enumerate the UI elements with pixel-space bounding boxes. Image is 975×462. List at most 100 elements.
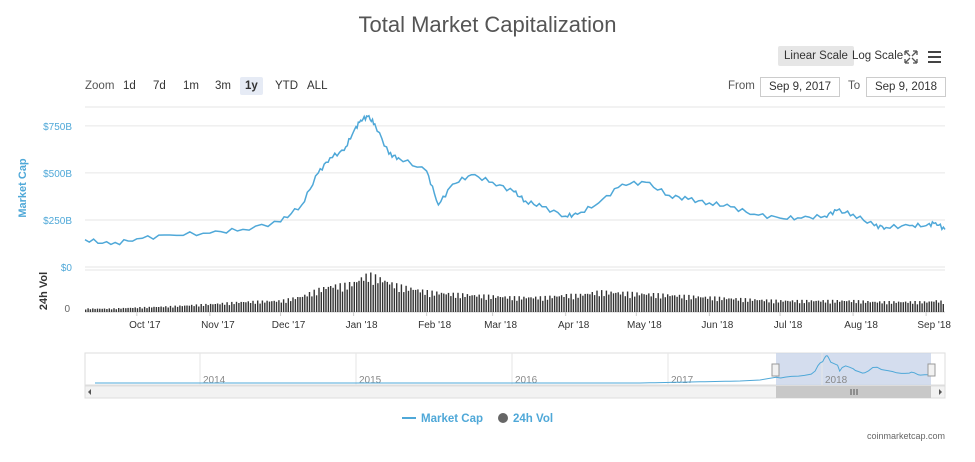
x-tick-label: Mar '18 — [484, 320, 517, 331]
volume-bar — [801, 299, 803, 312]
volume-bar — [730, 298, 732, 312]
volume-bar — [923, 301, 926, 312]
volume-bar — [89, 309, 92, 312]
volume-bar — [127, 307, 129, 312]
volume-bar — [876, 302, 879, 312]
linear-scale-button[interactable]: Linear Scale — [778, 46, 854, 66]
volume-bar — [457, 292, 459, 312]
volume-bar — [155, 307, 158, 312]
zoom-button-all[interactable]: ALL — [307, 80, 328, 92]
volume-bar — [532, 298, 535, 312]
volume-bar — [707, 298, 709, 312]
volume-bar — [516, 300, 518, 312]
credit-link[interactable]: coinmarketcap.com — [866, 431, 945, 441]
x-tick-label: Nov '17 — [201, 320, 235, 331]
navigator-handle-left[interactable] — [771, 363, 780, 377]
volume-bar — [530, 297, 532, 312]
volume-bar — [85, 309, 87, 312]
volume-bar — [570, 293, 572, 312]
legend-volume[interactable]: 24h Vol — [513, 413, 553, 425]
volume-bar — [377, 283, 379, 312]
volume-bar — [506, 298, 509, 312]
volume-bar — [700, 297, 702, 312]
x-tick-label: May '18 — [627, 320, 662, 331]
volume-bar — [619, 294, 622, 312]
volume-bar — [158, 307, 160, 312]
x-axis-ticks: Oct '17 Nov '17 Dec '17 Jan '18 Feb '18 Mar '… — [129, 312, 951, 331]
volume-bar — [867, 301, 869, 312]
from-label: From — [728, 80, 755, 92]
scrollbar-track[interactable] — [84, 385, 946, 399]
x-tick-label: Oct '17 — [129, 320, 161, 331]
volume-bar — [539, 296, 542, 312]
volume-zero-tick: 0 — [64, 304, 70, 315]
volume-bar — [518, 296, 520, 312]
volume-bar — [634, 296, 636, 312]
zoom-button-1d[interactable]: 1d — [123, 80, 136, 92]
volume-bar — [940, 300, 942, 312]
volume-bar — [791, 300, 794, 312]
volume-bar — [268, 301, 271, 312]
volume-bar — [777, 302, 780, 312]
volume-bar — [864, 302, 867, 312]
volume-bar — [122, 307, 125, 312]
volume-bar — [763, 301, 765, 312]
volume-bar — [718, 296, 721, 312]
volume-bar — [674, 295, 676, 312]
volume-bar — [313, 289, 315, 312]
volume-bar — [737, 300, 740, 312]
volume-bar — [325, 289, 327, 312]
volume-bar — [881, 303, 883, 312]
volume-bar — [921, 303, 923, 312]
menu-icon[interactable] — [928, 51, 941, 63]
volume-bar — [410, 287, 412, 312]
volume-bar — [266, 300, 268, 312]
zoom-button-3m[interactable]: 3m — [215, 80, 231, 92]
volume-bar — [299, 297, 301, 312]
volume-bar — [403, 292, 405, 312]
x-tick-label: Sep '18 — [917, 320, 951, 331]
volume-bar — [294, 299, 297, 312]
volume-bar — [742, 302, 744, 312]
volume-bar — [195, 304, 198, 312]
volume-bar — [553, 295, 556, 312]
volume-bar — [886, 304, 888, 312]
y-axis-ticks: $0 $250B $500B $750B — [43, 122, 72, 274]
volume-bar — [360, 277, 363, 312]
volume-bar — [497, 296, 499, 312]
log-scale-button[interactable]: Log Scale — [852, 50, 904, 62]
volume-bar — [827, 299, 829, 312]
volume-bar — [193, 306, 195, 312]
volume-bar — [249, 303, 252, 312]
volume-bar — [238, 303, 240, 312]
legend-market-cap[interactable]: Market Cap — [421, 413, 483, 425]
volume-bar — [610, 291, 612, 312]
volume-bar — [226, 302, 228, 312]
volume-bar — [115, 309, 117, 312]
volume-bar — [478, 294, 480, 312]
volume-bar — [603, 296, 605, 312]
fullscreen-icon[interactable] — [904, 50, 918, 64]
volume-bar — [216, 303, 219, 312]
volume-bar — [301, 296, 304, 312]
volume-bar — [751, 300, 754, 312]
volume-bar — [339, 283, 341, 312]
volume-bar — [820, 301, 822, 312]
zoom-button-7d[interactable]: 7d — [153, 80, 166, 92]
zoom-button-1y[interactable]: 1y — [240, 77, 263, 95]
volume-bar — [744, 298, 747, 312]
volume-bar — [106, 309, 108, 312]
volume-bar — [874, 301, 876, 312]
volume-bar — [535, 296, 537, 312]
scroll-right-icon[interactable] — [939, 389, 942, 395]
to-date-input[interactable]: Sep 9, 2018 — [866, 77, 946, 97]
volume-bar — [174, 305, 176, 312]
zoom-button-ytd[interactable]: YTD — [275, 80, 298, 92]
volume-bar — [153, 306, 155, 312]
from-date-input[interactable]: Sep 9, 2017 — [760, 77, 840, 97]
volume-bar — [638, 295, 641, 312]
scroll-left-icon[interactable] — [88, 389, 91, 395]
volume-bar — [652, 293, 655, 312]
navigator-handle-right[interactable] — [927, 363, 936, 377]
zoom-button-1m[interactable]: 1m — [183, 80, 199, 92]
